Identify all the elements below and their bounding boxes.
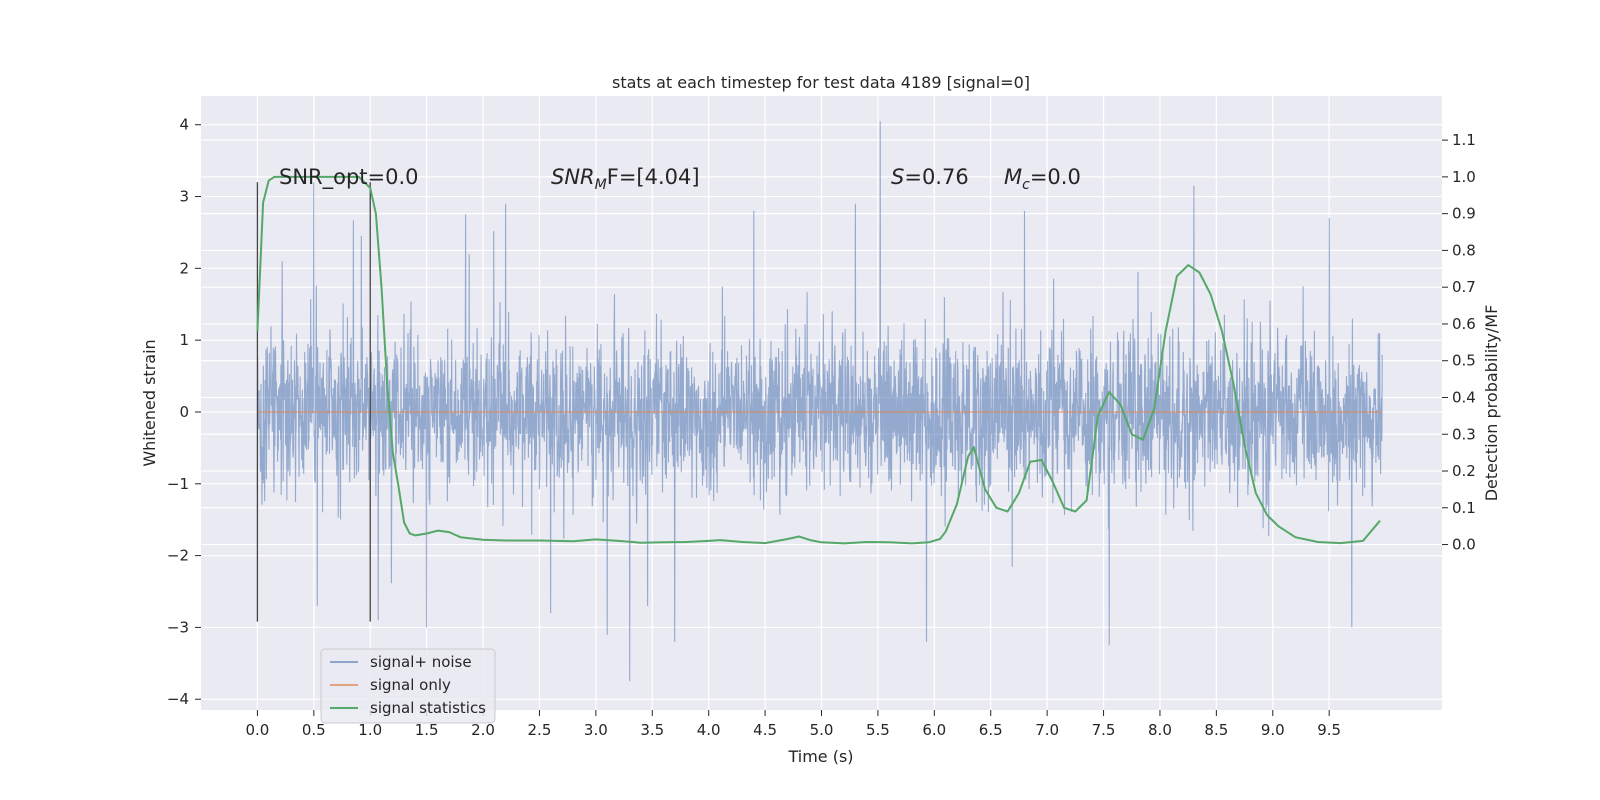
x-tick-label: 7.5 bbox=[1092, 721, 1116, 739]
y-axis-right-label: Detection probability/MF bbox=[1482, 305, 1501, 502]
legend-box bbox=[320, 648, 496, 724]
x-tick-label: 8.5 bbox=[1204, 721, 1228, 739]
y-axis-ticks: 4 3 2 1 0 −1 −2 −3 −4 bbox=[167, 116, 201, 708]
annotation-s-rest: =0.76 bbox=[904, 165, 968, 189]
legend-label-signal-noise: signal+ noise bbox=[370, 653, 472, 671]
signal-noise-series bbox=[256, 121, 1383, 682]
x-tick-label: 0.0 bbox=[245, 721, 269, 739]
annotation-s: S=0.76 bbox=[891, 165, 969, 189]
y-right-tick-label: 0.9 bbox=[1452, 205, 1476, 223]
annotation-s-main: S bbox=[891, 165, 904, 189]
x-tick-label: 0.5 bbox=[302, 721, 326, 739]
series-line-signal-statistics bbox=[256, 175, 1381, 545]
annotation-mc-rest: =0.0 bbox=[1030, 165, 1081, 189]
y-tick-label: −4 bbox=[167, 690, 189, 708]
y-tick-label: 0 bbox=[179, 403, 189, 421]
x-axis-label: Time (s) bbox=[787, 747, 853, 766]
y-right-tick-label: 0.3 bbox=[1452, 425, 1476, 443]
y-right-tick-label: 0.6 bbox=[1452, 315, 1476, 333]
y-tick-label: 3 bbox=[179, 188, 189, 206]
annotation-mc: Mc=0.0 bbox=[1004, 165, 1081, 193]
x-tick-label: 5.5 bbox=[866, 721, 890, 739]
annotation-snr-mf-main: SNR bbox=[551, 165, 595, 189]
x-axis-ticks: 0.0 0.5 1.0 1.5 2.0 2.5 3.0 3.5 4.0 4.5 5.0 5.5 6.0 6… bbox=[245, 710, 1341, 739]
legend: signal+ noise signal only signal statist… bbox=[320, 648, 496, 724]
x-tick-label: 5.0 bbox=[810, 721, 834, 739]
annotation-mc-main: M bbox=[1004, 165, 1022, 189]
y-tick-label: −3 bbox=[167, 618, 189, 636]
x-tick-label: 6.5 bbox=[979, 721, 1003, 739]
x-tick-label: 2.5 bbox=[528, 721, 552, 739]
annotation-snr-mf: SNRMF=[4.04] bbox=[551, 165, 700, 193]
series-line-signal-noise bbox=[256, 121, 1383, 682]
x-tick-label: 4.5 bbox=[753, 721, 777, 739]
y-right-tick-label: 1.1 bbox=[1452, 131, 1476, 149]
x-tick-label: 9.5 bbox=[1317, 721, 1341, 739]
legend-label-signal-only: signal only bbox=[370, 676, 451, 694]
x-tick-label: 2.0 bbox=[471, 721, 495, 739]
chart-title: stats at each timestep for test data 418… bbox=[612, 73, 1030, 92]
y-axis-label: Whitened strain bbox=[140, 339, 159, 466]
y-tick-label: 1 bbox=[179, 331, 189, 349]
annotation-snr-mf-rest: F=[4.04] bbox=[607, 165, 700, 189]
y-tick-label: 2 bbox=[179, 259, 189, 277]
x-tick-label: 3.5 bbox=[640, 721, 664, 739]
y-right-tick-label: 0.2 bbox=[1452, 462, 1476, 480]
y-right-tick-label: 0.7 bbox=[1452, 278, 1476, 296]
x-tick-label: 1.0 bbox=[358, 721, 382, 739]
x-tick-label: 1.5 bbox=[415, 721, 439, 739]
y-axis-right-ticks: 1.1 1.0 0.9 0.8 0.7 0.6 0.5 0.4 0.3 0.2 0.1 0.0 bbox=[1442, 131, 1476, 554]
vertical-markers bbox=[256, 182, 371, 622]
legend-label-signal-statistics: signal statistics bbox=[370, 699, 486, 717]
y-tick-label: −2 bbox=[167, 547, 189, 565]
annotation-mc-sub: c bbox=[1022, 177, 1030, 193]
x-tick-label: 3.0 bbox=[584, 721, 608, 739]
x-tick-label: 4.0 bbox=[697, 721, 721, 739]
annotation-snr-opt: SNR_opt=0.0 bbox=[279, 165, 419, 190]
x-tick-label: 6.0 bbox=[922, 721, 946, 739]
annotation-snr-mf-sub: M bbox=[595, 177, 607, 193]
y-tick-label: 4 bbox=[179, 116, 189, 134]
x-tick-label: 9.0 bbox=[1261, 721, 1285, 739]
x-tick-label: 8.0 bbox=[1148, 721, 1172, 739]
y-tick-label: −1 bbox=[167, 475, 189, 493]
signal-statistics-series bbox=[256, 175, 1381, 545]
y-right-tick-label: 0.1 bbox=[1452, 499, 1476, 517]
y-right-tick-label: 0.0 bbox=[1452, 536, 1476, 554]
y-right-tick-label: 0.5 bbox=[1452, 352, 1476, 370]
x-tick-label: 7.0 bbox=[1035, 721, 1059, 739]
y-right-tick-label: 0.4 bbox=[1452, 388, 1476, 406]
y-right-tick-label: 1.0 bbox=[1452, 168, 1476, 186]
y-right-tick-label: 0.8 bbox=[1452, 241, 1476, 259]
